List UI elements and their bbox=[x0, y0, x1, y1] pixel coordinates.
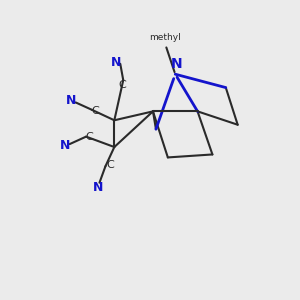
Text: N: N bbox=[171, 57, 183, 70]
Text: C: C bbox=[106, 160, 114, 170]
Text: N: N bbox=[66, 94, 76, 107]
Text: C: C bbox=[86, 132, 94, 142]
Text: C: C bbox=[92, 106, 100, 116]
Text: N: N bbox=[93, 181, 103, 194]
Text: C: C bbox=[118, 80, 126, 90]
Text: methyl: methyl bbox=[149, 33, 181, 42]
Text: N: N bbox=[111, 56, 121, 69]
Text: N: N bbox=[60, 139, 70, 152]
